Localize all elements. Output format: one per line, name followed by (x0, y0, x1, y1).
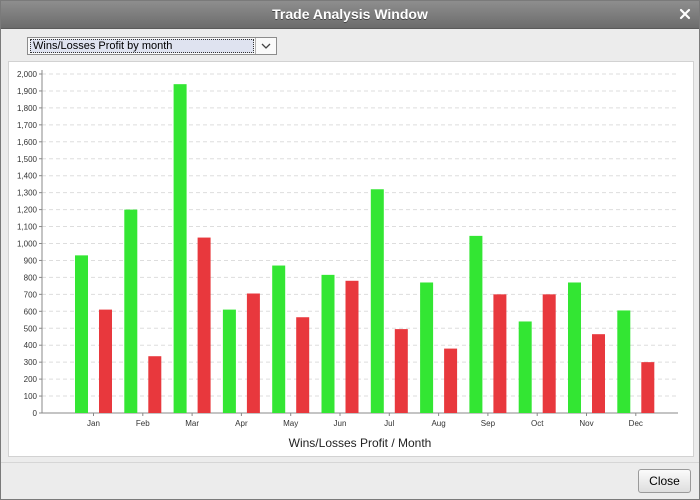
x-tick-label: Sep (481, 419, 496, 428)
bar-wins (75, 255, 88, 413)
y-tick-label: 1,100 (17, 223, 38, 232)
close-window-icon[interactable] (677, 6, 693, 22)
y-tick-label: 400 (24, 341, 38, 350)
y-tick-label: 1,500 (17, 155, 38, 164)
chevron-down-icon[interactable] (255, 38, 276, 54)
chart-type-dropdown[interactable]: Wins/Losses Profit by month (27, 37, 277, 55)
close-button[interactable]: Close (638, 469, 691, 493)
y-tick-label: 1,800 (17, 104, 38, 113)
x-tick-label: Jun (334, 419, 347, 428)
bar-losses (246, 293, 260, 413)
y-tick-label: 500 (24, 324, 38, 333)
x-tick-label: Aug (431, 419, 445, 428)
y-tick-label: 1,700 (17, 121, 38, 130)
y-tick-label: 600 (24, 307, 38, 316)
x-tick-label: Jul (384, 419, 394, 428)
y-tick-label: 300 (24, 358, 38, 367)
x-tick-label: Nov (579, 419, 593, 428)
bar-chart: 0 100 200 300 400 500 600 700 800 900 1,000 1,100 1,… (17, 70, 678, 450)
y-tick-label: 100 (24, 392, 38, 401)
footer-divider (1, 462, 699, 463)
x-tick-label: Dec (629, 419, 643, 428)
y-tick-label: 1,200 (17, 206, 38, 215)
y-tick-label: 700 (24, 290, 38, 299)
x-tick-label: Mar (185, 419, 199, 428)
x-tick-label: Jan (87, 419, 100, 428)
bar-wins (272, 265, 286, 413)
bar-losses (296, 317, 310, 413)
y-tick-label: 2,000 (17, 70, 38, 79)
x-tick-label: Oct (531, 419, 544, 428)
window-title: Trade Analysis Window (272, 6, 428, 22)
bar-wins (518, 321, 532, 413)
y-tick-label: 900 (24, 256, 38, 265)
bar-wins (469, 235, 483, 413)
bar-losses (444, 348, 458, 413)
y-tick-label: 0 (33, 409, 38, 418)
bar-wins (568, 282, 581, 413)
bar-losses (641, 362, 655, 413)
x-tick-label: Apr (235, 419, 248, 428)
bar-losses (592, 334, 605, 413)
bar-wins (173, 84, 187, 414)
chart-panel: 0 100 200 300 400 500 600 700 800 900 1,000 1,100 1,… (8, 61, 694, 457)
bar-losses (493, 294, 507, 413)
dropdown-selected-value: Wins/Losses Profit by month (30, 39, 254, 53)
x-tick-label: Feb (136, 419, 150, 428)
title-bar[interactable]: Trade Analysis Window (1, 1, 699, 29)
bar-losses (345, 280, 359, 413)
bar-wins (222, 309, 236, 413)
bar-wins (420, 282, 434, 413)
bar-losses (148, 356, 162, 413)
bar-losses (197, 237, 211, 413)
bar-losses (394, 329, 408, 413)
bar-losses (99, 309, 112, 413)
x-tick-label: May (283, 419, 298, 428)
bar-wins (617, 310, 631, 413)
y-tick-label: 1,900 (17, 87, 38, 96)
y-tick-label: 800 (24, 273, 38, 282)
bar-losses (542, 294, 556, 413)
x-axis-title: Wins/Losses Profit / Month (289, 436, 432, 450)
y-tick-label: 1,300 (17, 189, 38, 198)
y-tick-label: 1,400 (17, 172, 38, 181)
bar-wins (124, 209, 138, 413)
y-tick-label: 1,000 (17, 240, 38, 249)
bar-wins (321, 274, 335, 413)
y-tick-label: 1,600 (17, 138, 38, 147)
bar-wins (370, 189, 384, 413)
y-tick-label: 200 (24, 375, 38, 384)
